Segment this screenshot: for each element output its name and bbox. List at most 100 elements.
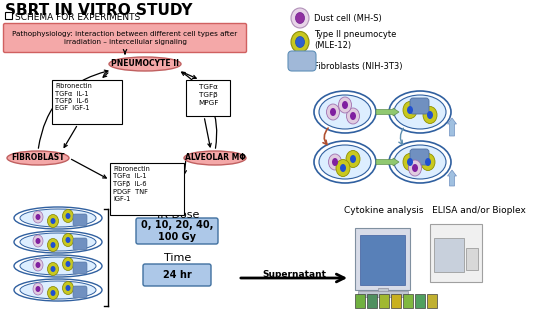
Bar: [5, 12, 12, 19]
Ellipse shape: [14, 207, 102, 229]
Ellipse shape: [7, 151, 69, 165]
Ellipse shape: [33, 283, 43, 295]
Ellipse shape: [48, 239, 58, 251]
Ellipse shape: [33, 259, 43, 271]
Ellipse shape: [346, 150, 360, 168]
Ellipse shape: [327, 104, 340, 120]
Ellipse shape: [389, 141, 451, 183]
Bar: [391, 294, 401, 308]
Bar: [186, 80, 230, 116]
Text: Dust cell (MH-S): Dust cell (MH-S): [314, 14, 382, 22]
Ellipse shape: [330, 108, 336, 116]
Ellipse shape: [319, 145, 371, 179]
Ellipse shape: [291, 8, 309, 28]
Ellipse shape: [36, 286, 41, 292]
Bar: [415, 294, 425, 308]
Text: ALVEOLAR MΦ: ALVEOLAR MΦ: [184, 153, 246, 162]
Text: Supernatant: Supernatant: [262, 270, 326, 279]
Bar: [360, 235, 405, 285]
Bar: [110, 163, 184, 215]
Bar: [355, 294, 365, 308]
Ellipse shape: [63, 257, 74, 271]
Ellipse shape: [403, 102, 417, 118]
Ellipse shape: [109, 57, 181, 71]
FancyBboxPatch shape: [136, 218, 218, 244]
Text: TGFα
TGFβ
MPGF: TGFα TGFβ MPGF: [198, 84, 218, 106]
Text: Pathophysiology: interaction between different cell types after
irradiation – in: Pathophysiology: interaction between dif…: [12, 31, 237, 45]
Ellipse shape: [328, 154, 341, 170]
Ellipse shape: [20, 233, 96, 251]
Text: IR Dose: IR Dose: [157, 210, 199, 220]
Text: Fibronectin
TGFα  IL-1
TGFβ  IL-6
PDGF  TNF
IGF-1: Fibronectin TGFα IL-1 TGFβ IL-6 PDGF TNF…: [113, 166, 150, 202]
Ellipse shape: [295, 37, 305, 48]
Ellipse shape: [350, 155, 356, 163]
Ellipse shape: [394, 95, 446, 129]
Ellipse shape: [48, 262, 58, 276]
Ellipse shape: [314, 141, 376, 183]
FancyArrow shape: [376, 108, 399, 116]
Bar: [367, 294, 377, 308]
Text: SCHEMA FOR EXPERIMENTS: SCHEMA FOR EXPERIMENTS: [15, 13, 140, 22]
Ellipse shape: [295, 13, 305, 23]
Bar: [427, 294, 437, 308]
Ellipse shape: [14, 255, 102, 277]
Ellipse shape: [407, 106, 413, 114]
FancyArrow shape: [447, 118, 457, 136]
Ellipse shape: [339, 97, 352, 113]
Ellipse shape: [350, 112, 356, 120]
FancyArrow shape: [447, 170, 457, 186]
Ellipse shape: [50, 242, 56, 248]
Ellipse shape: [63, 281, 74, 294]
Ellipse shape: [423, 107, 437, 123]
Ellipse shape: [407, 158, 413, 166]
FancyBboxPatch shape: [410, 149, 429, 165]
Ellipse shape: [50, 218, 56, 224]
Ellipse shape: [14, 231, 102, 253]
Ellipse shape: [63, 210, 74, 222]
FancyBboxPatch shape: [73, 214, 87, 226]
Ellipse shape: [408, 160, 421, 176]
FancyBboxPatch shape: [3, 23, 247, 52]
Text: 0, 10, 20, 40,
100 Gy: 0, 10, 20, 40, 100 Gy: [141, 220, 213, 242]
Ellipse shape: [48, 286, 58, 300]
Ellipse shape: [20, 257, 96, 275]
Text: 24 hr: 24 hr: [163, 270, 192, 280]
Ellipse shape: [65, 285, 70, 291]
Bar: [434, 238, 464, 272]
Ellipse shape: [65, 261, 70, 267]
Text: FIBROBLAST: FIBROBLAST: [11, 153, 65, 162]
Text: Fibroblasts (NIH-3T3): Fibroblasts (NIH-3T3): [314, 62, 403, 72]
FancyArrow shape: [376, 158, 399, 166]
Bar: [403, 294, 413, 308]
Ellipse shape: [63, 234, 74, 247]
FancyBboxPatch shape: [73, 238, 87, 250]
FancyBboxPatch shape: [410, 98, 429, 114]
Text: Time: Time: [164, 253, 192, 263]
Ellipse shape: [412, 164, 418, 172]
Ellipse shape: [403, 153, 417, 171]
Ellipse shape: [48, 214, 58, 227]
Ellipse shape: [340, 164, 346, 172]
Ellipse shape: [14, 279, 102, 301]
Bar: [355, 228, 410, 290]
Bar: [430, 224, 482, 282]
Ellipse shape: [314, 91, 376, 133]
Ellipse shape: [342, 101, 348, 109]
Bar: [378, 288, 388, 293]
Text: PNEUMOCYTE II: PNEUMOCYTE II: [111, 59, 179, 69]
Ellipse shape: [421, 153, 435, 171]
Bar: [466, 248, 478, 270]
Ellipse shape: [389, 91, 451, 133]
Ellipse shape: [346, 108, 360, 124]
FancyBboxPatch shape: [143, 264, 211, 286]
Text: Cytokine analysis   ELISA and/or Bioplex: Cytokine analysis ELISA and/or Bioplex: [344, 206, 526, 215]
Ellipse shape: [394, 145, 446, 179]
Ellipse shape: [425, 158, 431, 166]
Ellipse shape: [36, 262, 41, 268]
Bar: [379, 294, 389, 308]
Ellipse shape: [33, 235, 43, 247]
Ellipse shape: [332, 158, 338, 166]
Ellipse shape: [65, 213, 70, 219]
Ellipse shape: [50, 290, 56, 296]
Text: Fibronectin
TGFα  IL-1
TGFβ  IL-6
EGF  IGF-1: Fibronectin TGFα IL-1 TGFβ IL-6 EGF IGF-…: [55, 83, 92, 112]
